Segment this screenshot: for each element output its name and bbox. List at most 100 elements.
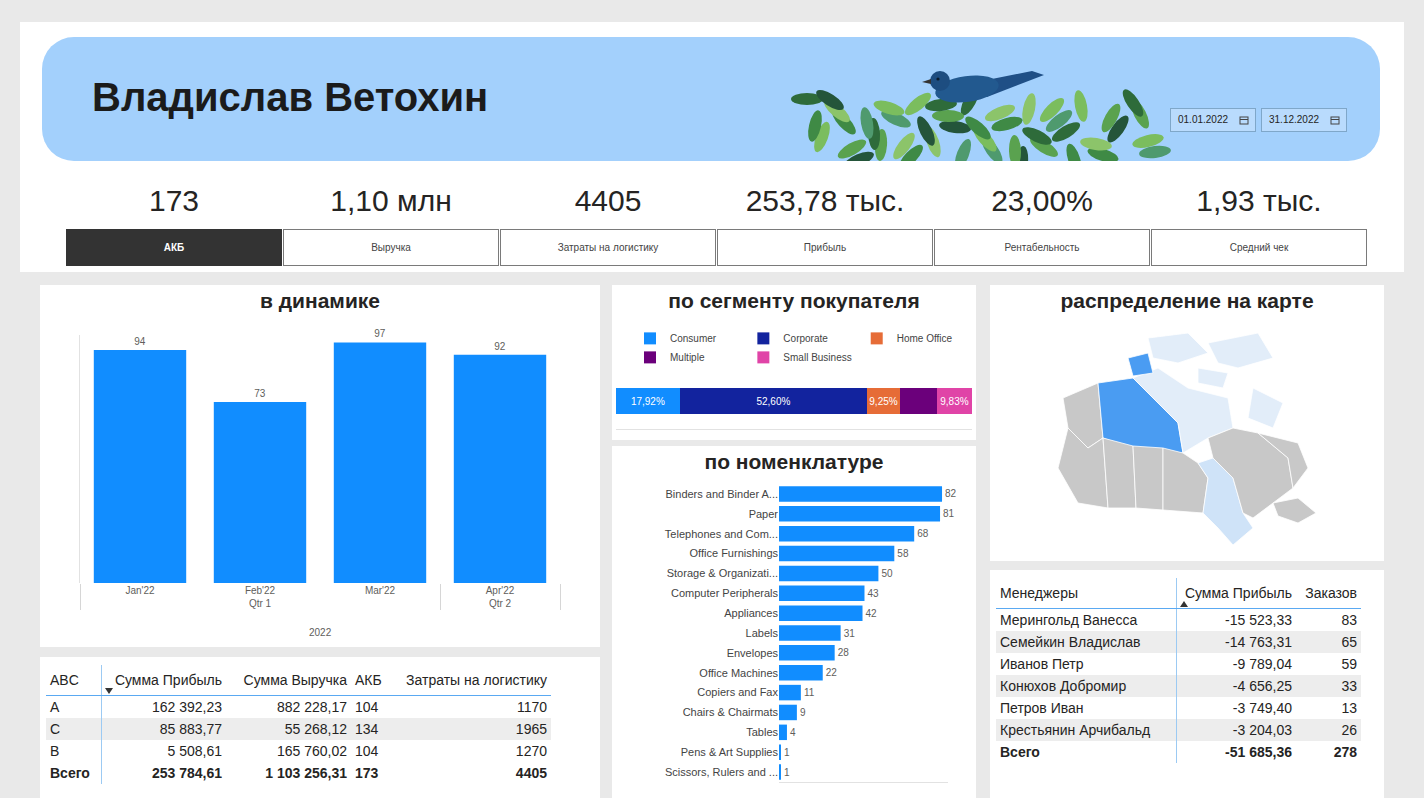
html-text:Сумма Выручка: Сумма Выручка xyxy=(243,672,347,688)
svg-text:73: 73 xyxy=(254,388,266,399)
html-text:1965: 1965 xyxy=(515,721,547,737)
svg-text:9: 9 xyxy=(800,707,806,718)
html-text:Всего: Всего xyxy=(50,765,90,781)
svg-text:68: 68 xyxy=(917,528,929,539)
svg-text:Envelopes: Envelopes xyxy=(727,647,779,659)
html-text:Иванов Петр: Иванов Петр xyxy=(1000,656,1084,672)
svg-text:50: 50 xyxy=(881,568,893,579)
svg-text:17,92%: 17,92% xyxy=(631,396,665,407)
svg-text:Office Furnishings: Office Furnishings xyxy=(690,547,779,559)
html-text:882 228,17: 882 228,17 xyxy=(276,699,347,715)
html-text:1,10 млн: 1,10 млн xyxy=(330,184,452,217)
html-text:1170: 1170 xyxy=(516,699,547,715)
html-text:173: 173 xyxy=(149,184,199,217)
html-text:Затраты на логистику: Затраты на логистику xyxy=(406,672,547,688)
svg-text:31: 31 xyxy=(844,628,856,639)
svg-text:Binders and Binder A...: Binders and Binder A... xyxy=(665,488,778,500)
svg-text:Labels: Labels xyxy=(746,627,779,639)
svg-text:43: 43 xyxy=(867,588,879,599)
svg-text:Apr'22: Apr'22 xyxy=(486,585,515,596)
html-text:-14 763,31: -14 763,31 xyxy=(1225,634,1292,650)
svg-text:Chairs & Chairmats: Chairs & Chairmats xyxy=(683,706,779,718)
html-text:Мерингольд Ванесса: Мерингольд Ванесса xyxy=(1000,612,1138,628)
html-text:85 883,77: 85 883,77 xyxy=(159,721,222,737)
html-text:173: 173 xyxy=(355,765,379,781)
html-text:55 268,12: 55 268,12 xyxy=(284,721,347,737)
html-text:Сумма Прибыль: Сумма Прибыль xyxy=(1184,585,1292,601)
html-text:Сумма Прибыль: Сумма Прибыль xyxy=(114,672,222,688)
svg-text:Pens & Art Supplies: Pens & Art Supplies xyxy=(681,746,779,758)
svg-text:Home Office: Home Office xyxy=(897,333,953,344)
svg-text:52,60%: 52,60% xyxy=(756,396,790,407)
html-text:-4 656,25: -4 656,25 xyxy=(1232,678,1292,694)
svg-text:11: 11 xyxy=(804,687,815,698)
html-text:104: 104 xyxy=(355,743,379,759)
html-text:253,78 тыс.: 253,78 тыс. xyxy=(745,184,905,217)
html-text:253 784,61: 253 784,61 xyxy=(151,765,222,781)
svg-text:9,25%: 9,25% xyxy=(869,396,897,407)
html-text:Семейкин Владислав: Семейкин Владислав xyxy=(1000,634,1141,650)
html-text:165 760,02: 165 760,02 xyxy=(276,743,347,759)
html-text:33: 33 xyxy=(1341,678,1357,694)
svg-text:81: 81 xyxy=(943,508,955,519)
svg-text:94: 94 xyxy=(134,336,146,347)
html-text:4405: 4405 xyxy=(574,184,642,217)
html-text:по сегменту покупателя: по сегменту покупателя xyxy=(668,289,920,312)
svg-text:28: 28 xyxy=(838,647,850,658)
svg-text:Small Business: Small Business xyxy=(783,352,851,363)
svg-text:Tables: Tables xyxy=(746,726,778,738)
svg-text:Paper: Paper xyxy=(749,508,779,520)
html-text:65: 65 xyxy=(1341,634,1357,650)
html-text:-3 749,40: -3 749,40 xyxy=(1232,700,1292,716)
html-text:-9 789,04: -9 789,04 xyxy=(1232,656,1292,672)
html-text:Конюхов Добромир: Конюхов Добромир xyxy=(1000,678,1127,694)
svg-text:58: 58 xyxy=(897,548,909,559)
svg-text:Scissors, Rulers and ...: Scissors, Rulers and ... xyxy=(665,766,778,778)
html-text:Менеджеры: Менеджеры xyxy=(1000,585,1078,601)
html-text:4405: 4405 xyxy=(515,765,547,781)
html-text:83: 83 xyxy=(1341,612,1357,628)
svg-text:Mar'22: Mar'22 xyxy=(365,585,396,596)
svg-text:Corporate: Corporate xyxy=(783,333,828,344)
svg-text:82: 82 xyxy=(945,488,957,499)
svg-text:Qtr 1: Qtr 1 xyxy=(249,598,272,609)
svg-text:92: 92 xyxy=(494,341,506,352)
svg-text:Qtr 2: Qtr 2 xyxy=(489,598,512,609)
html-text:распределение на карте: распределение на карте xyxy=(1060,289,1314,312)
svg-text:Multiple: Multiple xyxy=(670,352,705,363)
html-text:Петров Иван: Петров Иван xyxy=(1000,700,1084,716)
html-text:1,93 тыс.: 1,93 тыс. xyxy=(1196,184,1322,217)
svg-text:1: 1 xyxy=(784,747,790,758)
svg-text:4: 4 xyxy=(790,727,796,738)
html-text:134: 134 xyxy=(355,721,379,737)
svg-text:9,83%: 9,83% xyxy=(940,396,968,407)
html-text:104: 104 xyxy=(355,699,379,715)
svg-text:42: 42 xyxy=(866,608,878,619)
html-text:1270: 1270 xyxy=(515,743,547,759)
svg-text:Storage & Organizati...: Storage & Organizati... xyxy=(667,567,778,579)
html-text:59: 59 xyxy=(1341,656,1357,672)
svg-text:Copiers and Fax: Copiers and Fax xyxy=(697,686,778,698)
svg-text:97: 97 xyxy=(374,328,386,339)
svg-text:Telephones and Com...: Telephones and Com... xyxy=(665,528,778,540)
html-text:Заказов: Заказов xyxy=(1305,585,1357,601)
svg-text:2022: 2022 xyxy=(309,627,332,638)
html-text:-15 523,33: -15 523,33 xyxy=(1225,612,1292,628)
svg-text:Jan'22: Jan'22 xyxy=(125,585,155,596)
svg-text:Office Machines: Office Machines xyxy=(699,667,778,679)
html-text:в динамике: в динамике xyxy=(260,289,380,312)
html-text:5 508,61: 5 508,61 xyxy=(167,743,222,759)
svg-text:1: 1 xyxy=(784,767,790,778)
html-text:АКБ: АКБ xyxy=(355,672,382,688)
html-text:162 392,23: 162 392,23 xyxy=(151,699,222,715)
svg-text:Appliances: Appliances xyxy=(724,607,778,619)
html-text:Владислав Ветохин: Владислав Ветохин xyxy=(92,75,489,119)
html-text:1 103 256,31: 1 103 256,31 xyxy=(265,765,347,781)
svg-text:Computer Peripherals: Computer Peripherals xyxy=(671,587,778,599)
svg-text:22: 22 xyxy=(826,667,838,678)
html-text:23,00%: 23,00% xyxy=(991,184,1093,217)
svg-text:Consumer: Consumer xyxy=(670,333,717,344)
svg-text:Feb'22: Feb'22 xyxy=(245,585,276,596)
html-text:по номенклатуре: по номенклатуре xyxy=(704,450,884,473)
html-text:ABC: ABC xyxy=(50,672,79,688)
